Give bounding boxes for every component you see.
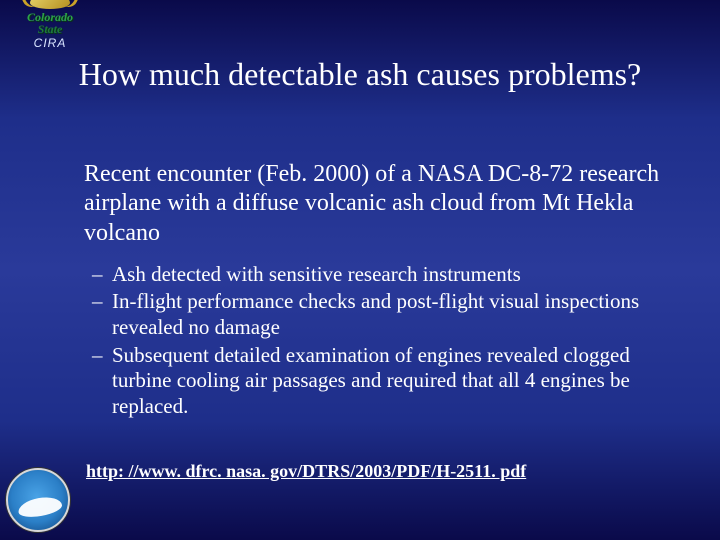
csu-line2: State [38, 22, 63, 36]
csu-text: Colorado State [27, 11, 73, 35]
noaa-logo [6, 468, 70, 532]
bullet-item: In-flight performance checks and post-fl… [92, 289, 676, 340]
colorado-state-cira-logo: Colorado State CIRA [0, 0, 110, 50]
slide-title: How much detectable ash causes problems? [0, 56, 720, 93]
reference-link[interactable]: http: //www. dfrc. nasa. gov/DTRS/2003/P… [86, 461, 526, 482]
cira-label: CIRA [34, 36, 67, 50]
noaa-badge-icon [6, 468, 70, 532]
slide-body: Recent encounter (Feb. 2000) of a NASA D… [84, 160, 676, 421]
bullet-item: Ash detected with sensitive research ins… [92, 262, 676, 288]
bullet-list: Ash detected with sensitive research ins… [92, 262, 676, 420]
ram-icon [30, 0, 70, 9]
slide: How much detectable ash causes problems?… [0, 0, 720, 540]
bullet-item: Subsequent detailed examination of engin… [92, 343, 676, 420]
lead-paragraph: Recent encounter (Feb. 2000) of a NASA D… [84, 160, 676, 248]
